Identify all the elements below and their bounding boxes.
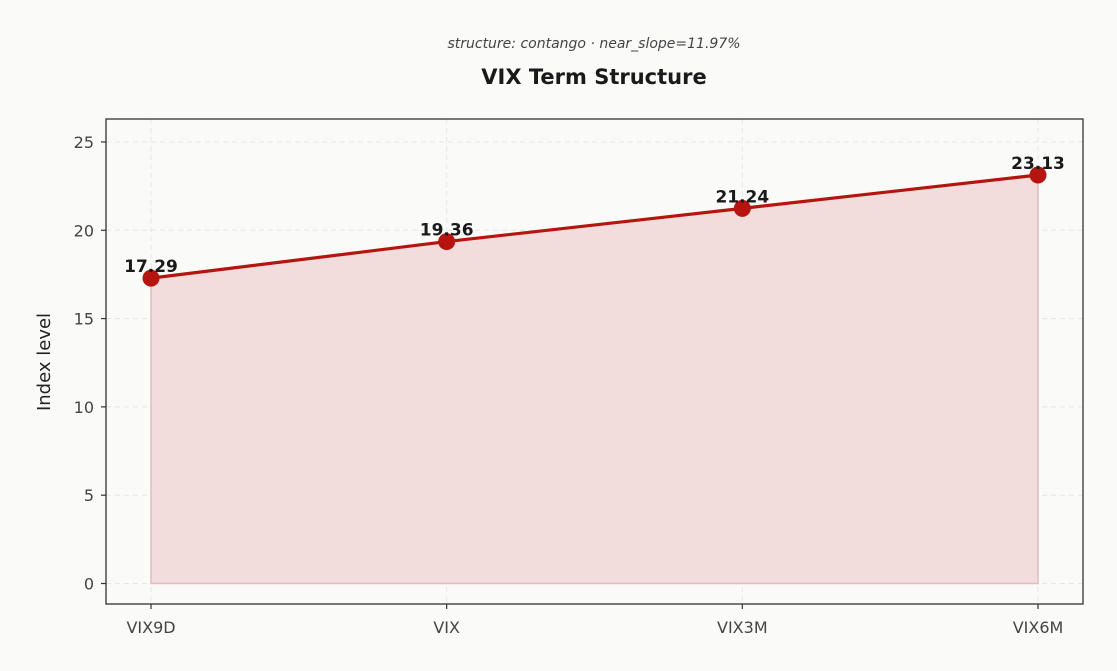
x-tick-label: VIX9D — [126, 618, 175, 637]
y-axis-label: Index level — [34, 313, 55, 411]
data-label: 21.24 — [715, 187, 769, 207]
data-points — [142, 166, 1047, 287]
data-label: 19.36 — [420, 221, 474, 241]
data-labels: 17.29 19.36 21.24 23.13 — [124, 154, 1065, 277]
x-tick-label: VIX3M — [717, 618, 768, 637]
series-line-layer — [150, 173, 1039, 280]
y-tick-label: 20 — [74, 221, 94, 240]
data-label: 23.13 — [1011, 154, 1065, 174]
chart-subtitle: structure: contango · near_slope=11.97% — [447, 36, 740, 52]
x-tick-label: VIX6M — [1013, 618, 1064, 637]
chart-title: VIX Term Structure — [481, 65, 706, 89]
y-tick-label: 5 — [84, 486, 94, 505]
plot-frame — [105, 118, 1084, 605]
x-tick-label: VIX — [433, 618, 460, 637]
data-point — [438, 233, 456, 251]
data-point — [142, 269, 160, 287]
data-point — [1029, 166, 1047, 184]
x-axis-ticks: VIX9D VIX VIX3M VIX6M — [126, 604, 1063, 637]
y-tick-label: 25 — [74, 133, 94, 152]
y-tick-label: 15 — [74, 310, 94, 329]
series-line — [150, 173, 1039, 280]
y-axis-ticks: 0 5 10 15 20 25 — [74, 133, 106, 594]
data-point — [733, 199, 751, 217]
y-tick-label: 10 — [74, 398, 94, 417]
y-tick-label: 0 — [84, 575, 94, 594]
data-label: 17.29 — [124, 257, 178, 277]
